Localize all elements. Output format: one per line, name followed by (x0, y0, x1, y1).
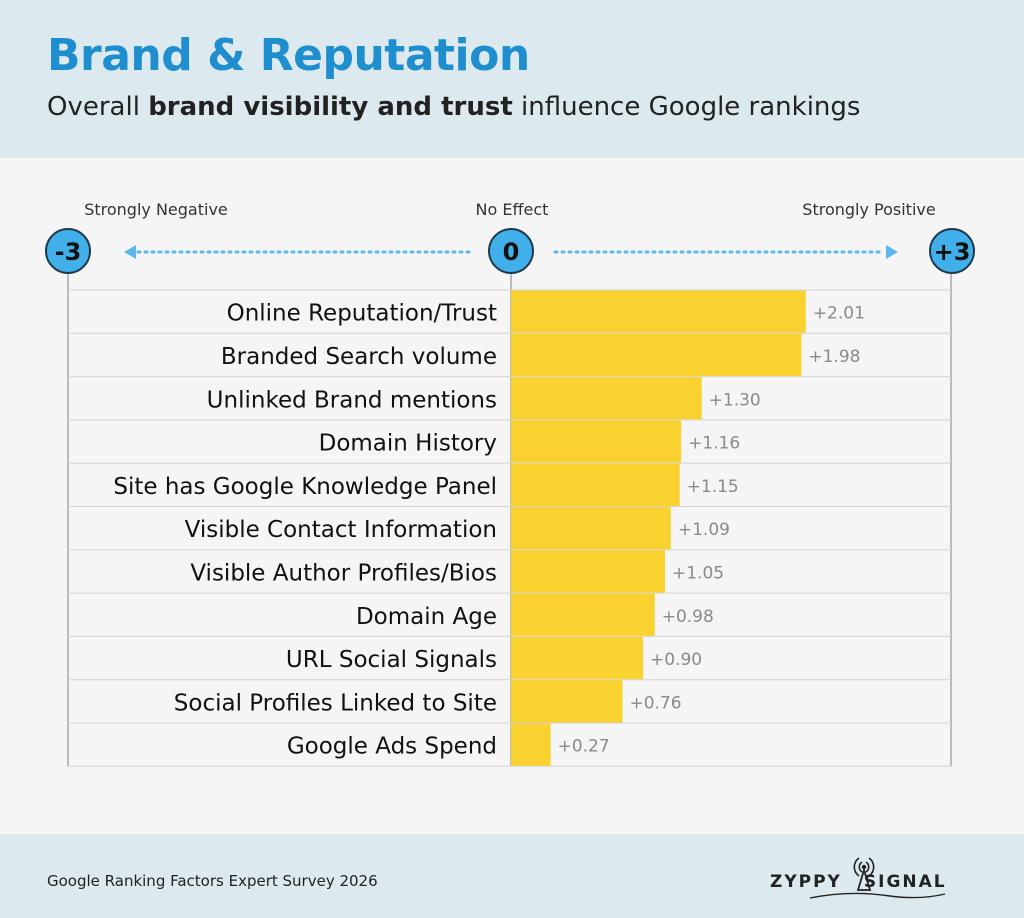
category-label: Domain History (319, 431, 497, 457)
subtitle-post: influence Google rankings (512, 92, 861, 122)
category-label: URL Social Signals (286, 647, 497, 673)
bar (511, 463, 680, 506)
subtitle-pre: Overall (47, 92, 149, 122)
page-title: Brand & Reputation (47, 30, 530, 81)
scale-zero-label: No Effect (476, 200, 549, 219)
footer: Google Ranking Factors Expert Survey 202… (0, 834, 1024, 918)
chart-bars: Online Reputation/Trust +2.01 Branded Sear… (113, 290, 865, 766)
category-label: Google Ads Spend (287, 734, 497, 760)
left-arrow-head-icon (124, 245, 136, 259)
value-label: +2.01 (813, 304, 865, 324)
category-label: Visible Contact Information (185, 517, 497, 543)
source-text: Google Ranking Factors Expert Survey 202… (47, 872, 378, 890)
bar (511, 377, 702, 420)
bar (511, 333, 802, 377)
logo-left-text: ZYPPY (770, 872, 842, 892)
scale-zero-circle (488, 228, 534, 274)
chart-area: Strongly Negative No Effect Strongly Pos… (0, 158, 1024, 834)
category-label: Social Profiles Linked to Site (174, 690, 497, 716)
value-label: +0.90 (650, 650, 702, 670)
value-label: +0.76 (629, 693, 681, 713)
category-label: Visible Author Profiles/Bios (190, 560, 497, 586)
value-label: +0.27 (558, 737, 610, 757)
category-label: Domain Age (356, 604, 497, 630)
brand-logo: ZYPPY SIGNAL (770, 852, 970, 908)
value-label: +1.30 (709, 390, 761, 410)
bar (511, 636, 643, 680)
value-label: +1.09 (678, 520, 730, 540)
scale-positive-label: Strongly Positive (802, 200, 935, 219)
value-label: +1.05 (672, 563, 724, 583)
scale-negative-circle (45, 228, 91, 274)
category-label: Site has Google Knowledge Panel (113, 474, 497, 500)
signal-tower-icon (809, 857, 946, 899)
scale-negative-value: -3 (55, 238, 82, 266)
logo-right-text: SIGNAL (863, 872, 947, 892)
value-label: +1.16 (688, 434, 740, 454)
scale-positive-value: +3 (934, 238, 971, 266)
category-label: Online Reputation/Trust (227, 301, 497, 327)
bar-chart: Strongly Negative No Effect Strongly Pos… (45, 200, 975, 767)
bar (511, 290, 806, 333)
scale-positive-circle (929, 228, 975, 274)
bar (511, 723, 551, 766)
category-label: Branded Search volume (221, 344, 497, 370)
bar (511, 680, 623, 723)
category-label: Unlinked Brand mentions (207, 387, 497, 413)
scale-bar: Strongly Negative No Effect Strongly Pos… (45, 200, 975, 274)
bar (511, 550, 665, 593)
header: Brand & Reputation Overall brand visibil… (0, 0, 1024, 158)
subtitle-bold: brand visibility and trust (148, 92, 513, 122)
bar (511, 593, 655, 636)
scale-zero-value: 0 (503, 238, 520, 266)
right-arrow-head-icon (886, 245, 898, 259)
bar (511, 420, 682, 463)
value-label: +1.15 (687, 477, 739, 497)
value-label: +1.98 (808, 347, 860, 367)
page-subtitle: Overall brand visibility and trust influ… (47, 92, 860, 122)
value-label: +0.98 (662, 607, 714, 627)
scale-negative-label: Strongly Negative (84, 200, 228, 219)
logo-wordmark: ZYPPY SIGNAL (770, 872, 947, 892)
bar (511, 507, 671, 550)
